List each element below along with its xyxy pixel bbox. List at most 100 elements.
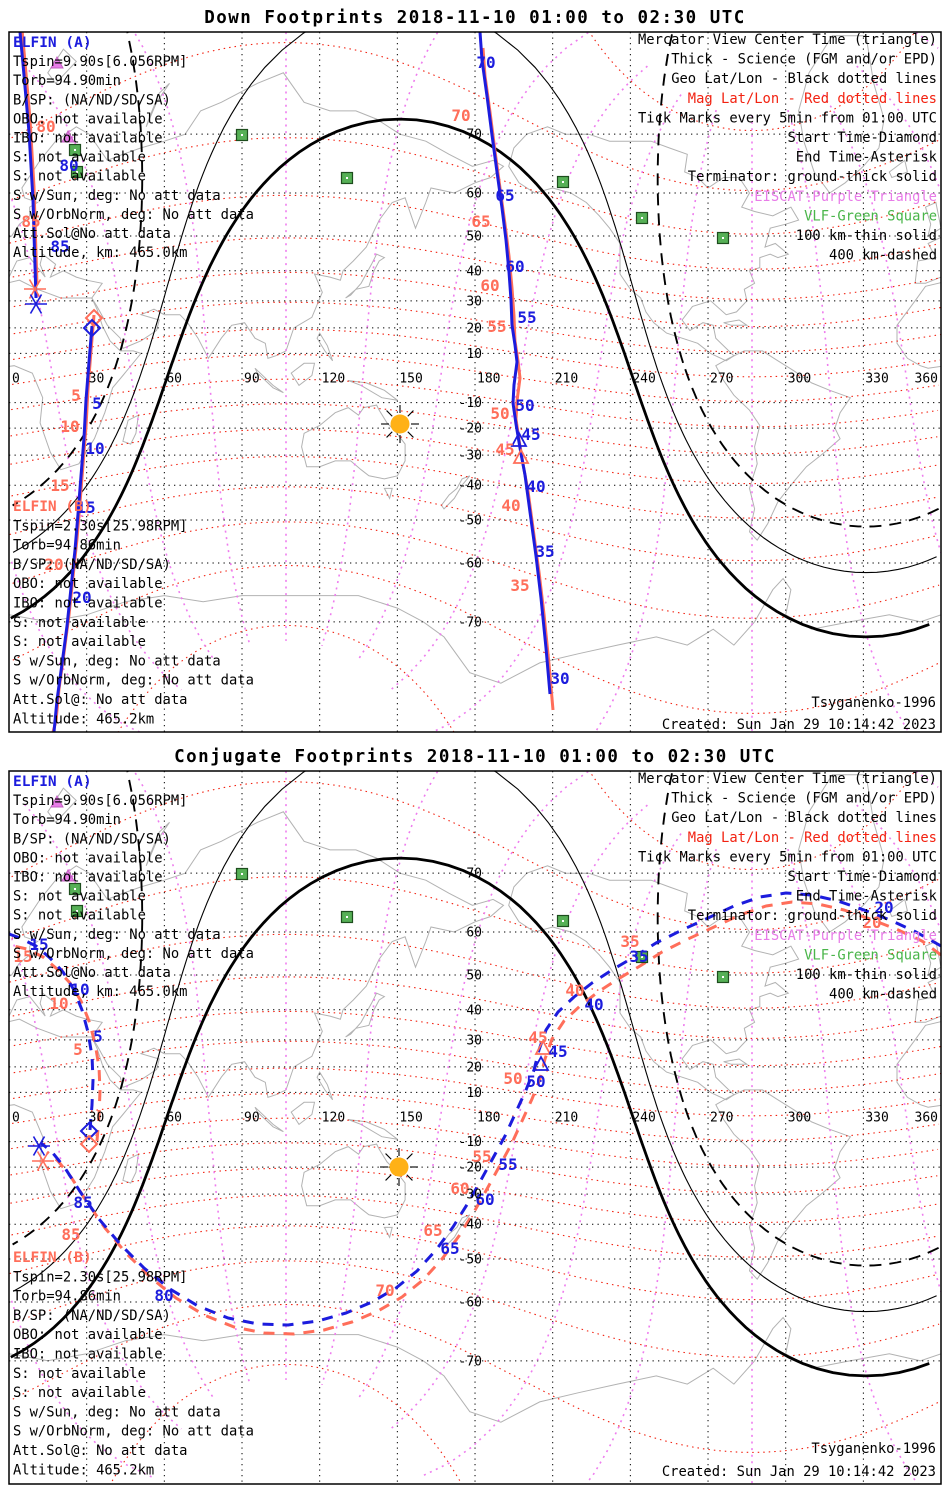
info-line: IBO: not available xyxy=(13,596,163,612)
time-tick-label: 35 xyxy=(510,576,529,595)
lon-label: 90 xyxy=(244,1111,260,1126)
time-tick-label: 10 xyxy=(70,980,89,999)
vlf-square-dot xyxy=(346,916,348,918)
center-time-triangle-icon xyxy=(510,431,528,447)
info-line: S w/Sun, deg: No att data xyxy=(13,653,221,669)
legend-line: EISCAT-Purple Triangle xyxy=(754,189,937,205)
vlf-square-dot xyxy=(74,149,76,151)
info-line: Torb=94.86min xyxy=(13,538,121,554)
coastline-uk xyxy=(9,940,941,977)
panel-title: Down Footprints 2018-11-10 01:00 to 02:3… xyxy=(204,8,746,28)
lat-label: -60 xyxy=(459,557,482,572)
lat-label: 40 xyxy=(466,264,482,279)
time-tick-label: 10 xyxy=(49,994,68,1013)
mag-lat-line xyxy=(11,1117,939,1167)
lon-label: 60 xyxy=(166,1111,182,1126)
lon-label: 30 xyxy=(89,372,105,387)
lat-label: -30 xyxy=(459,449,482,464)
coastline-africa xyxy=(9,279,941,471)
map-border xyxy=(8,31,942,733)
mag-lon-line xyxy=(356,771,591,1401)
vlf-square-dot xyxy=(562,181,564,183)
time-tick-label: 50 xyxy=(515,396,534,415)
coastline-cuba xyxy=(723,1058,749,1065)
lon-label: 300 xyxy=(788,1111,811,1126)
mag-lon-line xyxy=(787,109,910,732)
lat-label: -60 xyxy=(459,1296,482,1311)
time-tick-label: 45 xyxy=(521,425,540,444)
lon-label: 210 xyxy=(555,372,578,387)
coastline-iceland xyxy=(888,898,908,918)
mag-lat-line xyxy=(13,328,941,378)
info-line: Altitude, km: 465.0km xyxy=(13,245,187,261)
time-tick-label: 85 xyxy=(50,237,69,256)
time-tick-labels: 5 10 15 20 30 35 40 45 50 55 60 65 70 80 85 5 10 15 20 35 40… xyxy=(21,53,569,688)
info-line: OBO: not available xyxy=(13,111,163,127)
mag-lon-line xyxy=(585,848,717,1484)
terminator xyxy=(10,32,940,639)
coastline-south-america xyxy=(715,350,852,542)
lon-label: 0 xyxy=(12,372,20,387)
lon-label: 180 xyxy=(477,1111,500,1126)
lat-label: -20 xyxy=(459,1161,482,1176)
info-line: Att.Sol@No att data xyxy=(13,226,171,242)
lon-label: 60 xyxy=(166,372,182,387)
terminator-400km xyxy=(12,32,940,528)
coastline-iceland xyxy=(888,159,908,179)
time-tick-label: 35 xyxy=(620,932,639,951)
terminator-100km xyxy=(12,32,937,574)
lon-label: 240 xyxy=(632,372,655,387)
time-tick-label: 85 xyxy=(21,212,40,231)
lon-label: 90 xyxy=(244,372,260,387)
lon-label: 270 xyxy=(710,372,733,387)
lat-label: 70 xyxy=(466,867,482,882)
coastline-new-zealand xyxy=(440,475,471,510)
info-line: S: not available xyxy=(13,634,146,650)
info-line: OBO: not available xyxy=(13,1327,163,1343)
vlf-square-dot xyxy=(74,888,76,890)
time-tick-label: 10 xyxy=(85,439,104,458)
elfin-a-title: ELFIN (A) xyxy=(13,774,92,790)
coastline-tasmania xyxy=(383,1226,393,1239)
sun-icon xyxy=(380,1148,418,1186)
info-line: OBO: not available xyxy=(13,850,163,866)
start-diamond-icon xyxy=(79,1134,99,1154)
lat-label: -10 xyxy=(459,1135,482,1150)
start-diamond-icon xyxy=(79,1121,99,1141)
time-tick-label: 55 xyxy=(517,308,536,327)
time-tick-label: 85 xyxy=(73,1193,92,1212)
elfin-a-track-segment xyxy=(478,32,552,695)
info-line: B/SP: (NA/ND/SD/SA) xyxy=(13,92,171,108)
time-tick-label: 40 xyxy=(501,496,520,515)
lat-label: 30 xyxy=(466,1033,482,1048)
legend-line: EISCAT-Purple Triangle xyxy=(754,928,937,944)
elfin-b-track xyxy=(9,900,941,1336)
legend-line: Mag Lat/Lon - Red dotted lines xyxy=(688,830,937,846)
terminator xyxy=(10,771,940,1378)
time-tick-label: 65 xyxy=(423,1221,442,1240)
time-tick-label: 45 xyxy=(495,440,514,459)
info-line: Altitude: 465.2km xyxy=(13,711,154,727)
model-credit: Tsyganenko-1996 xyxy=(811,695,936,711)
time-tick-label: 70 xyxy=(375,1281,394,1300)
info-line: Att.Sol@: No att data xyxy=(13,1443,187,1459)
time-tick-labels: 5101520354045505560658085510152035404550… xyxy=(13,898,893,1305)
coastline-north-america xyxy=(508,126,800,362)
legend-line: 100 km-thin solid xyxy=(796,228,937,244)
vlf-square-dot xyxy=(241,873,243,875)
elfin-a-track xyxy=(18,32,552,732)
lon-label: 210 xyxy=(555,1111,578,1126)
terminator-400km xyxy=(12,771,940,1267)
info-line: B/SP: (NA/ND/SD/SA) xyxy=(13,1308,171,1324)
legend-line: Terminator: ground-thick solid xyxy=(688,169,937,185)
legend-line: 100 km-thin solid xyxy=(796,967,937,983)
legend-line: Start Time-Diamond xyxy=(787,130,937,146)
time-tick-label: 60 xyxy=(450,1179,469,1198)
info-line: S: not available xyxy=(13,1366,146,1382)
map-border xyxy=(8,770,942,1485)
time-tick-label: 60 xyxy=(505,257,524,276)
time-tick-label: 5 xyxy=(71,386,81,405)
eiscat-triangle-icon xyxy=(61,129,75,143)
site-symbols xyxy=(50,55,730,443)
created-timestamp: Created: Sun Jan 29 10:14:42 2023 xyxy=(662,1464,936,1480)
